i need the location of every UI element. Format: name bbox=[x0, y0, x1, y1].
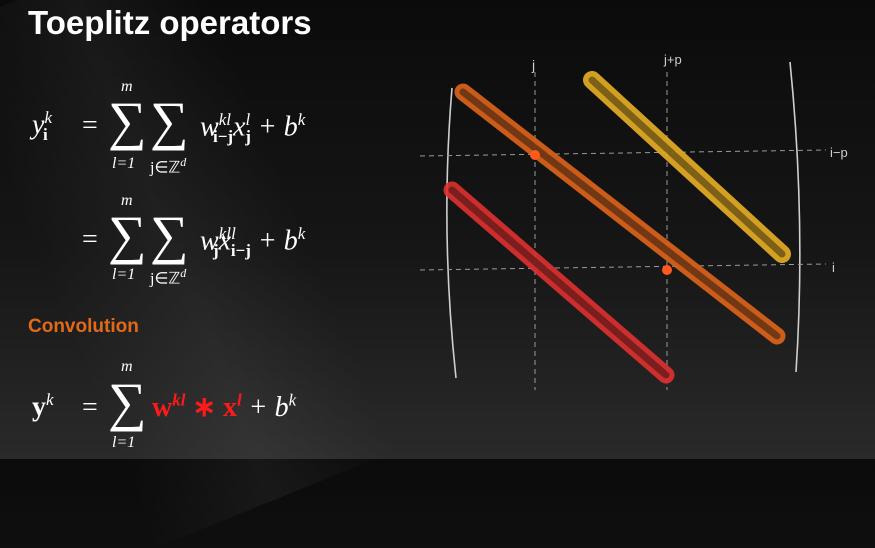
dot-jp-i bbox=[662, 265, 672, 275]
eq2-equals: = bbox=[82, 224, 98, 255]
toeplitz-sketch: j j+p i−p i bbox=[419, 52, 848, 390]
eq1-sum2-bottom: j∈ℤd bbox=[150, 155, 187, 177]
yellow-band-core bbox=[588, 76, 786, 258]
eq3-sum-bottom: l=1 bbox=[112, 434, 136, 451]
eq2-sum2-bottom: j∈ℤd bbox=[150, 266, 187, 288]
eq1-sum1-symbol: ∑ bbox=[108, 91, 147, 151]
orange-band-core bbox=[459, 88, 781, 340]
eq1-rhs: wkli−jxlj + bk bbox=[200, 110, 306, 146]
label-ip: i−p bbox=[830, 145, 848, 160]
row-ip-line bbox=[419, 149, 827, 157]
label-j: j bbox=[531, 57, 535, 73]
eq3-sum-symbol: ∑ bbox=[108, 372, 147, 432]
eq3-lhs: yk bbox=[32, 390, 54, 423]
eq1-y-sub: i bbox=[42, 124, 48, 144]
eq1-sum1-bottom: l=1 bbox=[112, 155, 136, 172]
eq1-sum1-top: m bbox=[121, 78, 133, 95]
right-bracket bbox=[789, 61, 801, 373]
eq1-equals: = bbox=[82, 110, 98, 141]
eq2-sum1-symbol: ∑ bbox=[108, 205, 147, 265]
eq3-equals: = bbox=[82, 392, 98, 423]
eq2-rhs: wkljxli−j + bk bbox=[200, 224, 306, 260]
eq3-sum-top: m bbox=[121, 358, 133, 375]
eq3-rhs: wkl ∗ xl + bk bbox=[152, 390, 297, 423]
eq1-lhs: yki bbox=[32, 108, 52, 145]
eq1-sum2-symbol: ∑ bbox=[150, 91, 189, 151]
row-i-line bbox=[419, 263, 827, 271]
eq1-y-sup: k bbox=[44, 108, 52, 127]
red-band-core bbox=[448, 186, 670, 379]
label-jp: j+p bbox=[663, 52, 682, 67]
label-i: i bbox=[832, 260, 835, 275]
eq2-sum1-bottom: l=1 bbox=[112, 266, 136, 283]
slide-title: Toeplitz operators bbox=[28, 4, 312, 41]
eq2-sum2-symbol: ∑ bbox=[150, 205, 189, 265]
dot-j-ip bbox=[530, 150, 540, 160]
eq2-sum1-top: m bbox=[121, 192, 133, 209]
eq1-y: y bbox=[32, 109, 45, 141]
left-bracket bbox=[446, 87, 457, 379]
convolution-heading: Convolution bbox=[28, 316, 139, 337]
